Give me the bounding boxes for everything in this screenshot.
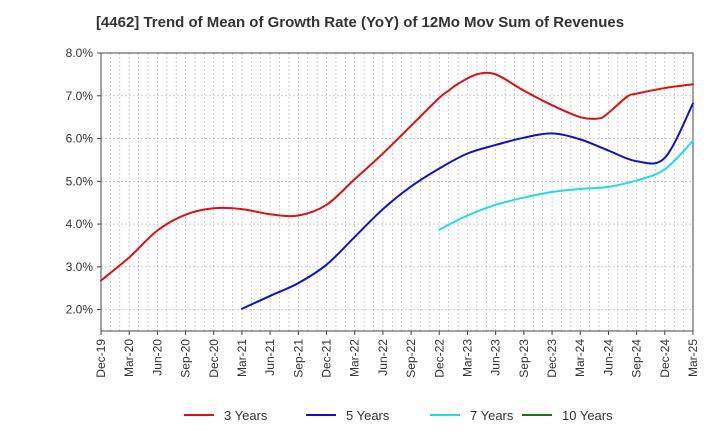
x-tick-label: Jun-22 xyxy=(376,339,390,376)
axis-layer: 2.0% 3.0% 4.0% 5.0% 6.0% 7.0% 8.0% Dec-19 Mar-20… xyxy=(66,46,700,378)
y-tick-label: 6.0% xyxy=(66,132,94,146)
grid-layer xyxy=(101,52,693,331)
plot-frame xyxy=(100,52,694,332)
x-tick-label: Sep-20 xyxy=(179,339,193,378)
x-tick-label: Mar-25 xyxy=(686,339,700,377)
y-tick-label: 5.0% xyxy=(66,174,94,188)
x-tick-label: Jun-20 xyxy=(150,339,164,376)
y-tick-label: 8.0% xyxy=(66,46,94,60)
x-tick-label: Sep-24 xyxy=(630,339,644,378)
x-tick-label: Mar-22 xyxy=(348,339,362,377)
x-tick-label: Jun-23 xyxy=(489,339,503,376)
x-tick-label: Sep-23 xyxy=(517,339,531,378)
legend: 3 Years 5 Years 7 Years 10 Years xyxy=(184,408,613,423)
x-tick-label: Mar-21 xyxy=(235,339,249,377)
y-tick-label: 7.0% xyxy=(66,89,94,103)
y-tick-label: 4.0% xyxy=(66,217,94,231)
legend-label-7-years: 7 Years xyxy=(470,408,514,423)
x-tick-label: Sep-22 xyxy=(404,339,418,378)
legend-label-10-years: 10 Years xyxy=(562,408,613,423)
series-line-5-years xyxy=(240,102,694,310)
x-tick-label: Dec-19 xyxy=(94,339,108,378)
y-tick-label: 2.0% xyxy=(66,303,94,317)
x-tick-label: Mar-23 xyxy=(460,339,474,377)
y-tick-label: 3.0% xyxy=(66,260,94,274)
legend-label-5-years: 5 Years xyxy=(346,408,390,423)
x-tick-label: Dec-20 xyxy=(207,339,221,378)
chart-title: [4462] Trend of Mean of Growth Rate (YoY… xyxy=(95,14,625,31)
series-line-3-years xyxy=(100,71,694,282)
series-layer xyxy=(100,71,694,310)
x-tick-label: Mar-20 xyxy=(122,339,136,377)
x-tick-label: Mar-24 xyxy=(573,339,587,377)
legend-label-3-years: 3 Years xyxy=(224,408,268,423)
x-tick-label: Dec-22 xyxy=(432,339,446,378)
series-line-7-years xyxy=(438,139,694,231)
x-tick-label: Dec-23 xyxy=(545,339,559,378)
x-tick-label: Jun-24 xyxy=(601,339,615,376)
x-tick-label: Dec-24 xyxy=(658,339,672,378)
x-tick-label: Sep-21 xyxy=(291,339,305,378)
x-tick-label: Dec-21 xyxy=(320,339,334,378)
x-tick-label: Jun-21 xyxy=(263,339,277,376)
